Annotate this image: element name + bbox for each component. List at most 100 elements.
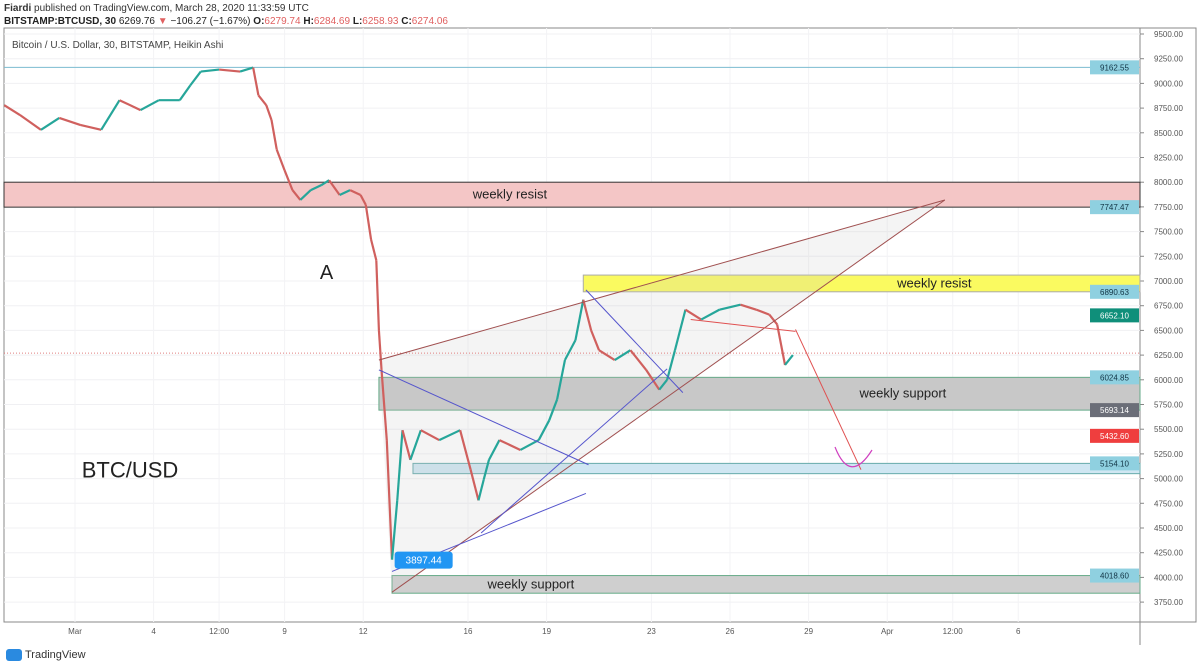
y-tick-label: 6500.00 bbox=[1154, 326, 1183, 335]
y-tick-label: 9250.00 bbox=[1154, 55, 1183, 64]
price-segment bbox=[396, 430, 404, 501]
y-tick-label: 6250.00 bbox=[1154, 351, 1183, 360]
price-segment bbox=[19, 114, 42, 131]
annotation-text: BTC/USD bbox=[82, 458, 179, 483]
author: Fiardi bbox=[4, 3, 32, 14]
price-segment bbox=[58, 116, 81, 126]
zone-label: weekly support bbox=[859, 386, 947, 401]
price-segment bbox=[459, 429, 472, 470]
y-tick-label: 5250.00 bbox=[1154, 450, 1183, 459]
price-segment bbox=[598, 349, 616, 361]
price-segment bbox=[519, 439, 540, 451]
last-price: 6269.76 bbox=[118, 16, 155, 27]
price-change: −106.27 (−1.67%) bbox=[170, 16, 251, 27]
price-segment bbox=[438, 429, 461, 442]
trendline bbox=[690, 319, 796, 332]
price-segment bbox=[719, 303, 741, 311]
plot-frame bbox=[3, 27, 1197, 623]
price-axis-badge bbox=[1090, 568, 1139, 583]
tradingview-logo-icon bbox=[6, 649, 22, 661]
brand: TradingView bbox=[25, 649, 86, 661]
price-segment bbox=[645, 369, 661, 391]
price-segment bbox=[349, 189, 362, 197]
price-axis-badge-label: 5432.60 bbox=[1100, 432, 1129, 441]
price-axis-badge bbox=[1090, 370, 1139, 385]
price-segment bbox=[469, 469, 480, 501]
price-axis-badge-label: 7747.47 bbox=[1100, 203, 1129, 212]
price-segment bbox=[658, 379, 668, 391]
y-tick-label: 9500.00 bbox=[1154, 30, 1183, 39]
trendline bbox=[378, 369, 589, 466]
trendline bbox=[795, 329, 862, 470]
price-segment bbox=[498, 439, 521, 451]
price-segment bbox=[3, 104, 21, 116]
x-tick-label: 16 bbox=[464, 627, 473, 636]
price-axis-badge bbox=[1090, 308, 1139, 323]
y-tick-label: 8500.00 bbox=[1154, 129, 1183, 138]
price-segment bbox=[487, 439, 501, 461]
y-tick-label: 7250.00 bbox=[1154, 252, 1183, 261]
price-segment bbox=[257, 94, 268, 106]
x-tick-label: Apr bbox=[881, 627, 894, 636]
y-tick-label: 4750.00 bbox=[1154, 499, 1183, 508]
zone bbox=[378, 376, 1141, 411]
price-segment bbox=[377, 330, 383, 370]
price-segment bbox=[369, 239, 378, 261]
price-segment bbox=[200, 68, 220, 73]
y-tick-label: 6000.00 bbox=[1154, 376, 1183, 385]
price-segment bbox=[364, 204, 373, 240]
y-tick-label: 7750.00 bbox=[1154, 203, 1183, 212]
price-segment bbox=[320, 179, 330, 187]
footer: TradingView bbox=[6, 649, 86, 661]
y-tick-label: 5500.00 bbox=[1154, 425, 1183, 434]
price-segment bbox=[385, 440, 394, 560]
price-segment bbox=[784, 354, 794, 366]
price-segment bbox=[380, 369, 388, 441]
price-segment bbox=[477, 479, 485, 501]
price-segment bbox=[239, 66, 254, 73]
x-tick-label: Mar bbox=[68, 627, 82, 636]
price-segment bbox=[629, 349, 648, 371]
zone-label: weekly resist bbox=[472, 187, 548, 202]
zone bbox=[412, 462, 1141, 475]
price-segment bbox=[189, 70, 202, 87]
price-segment bbox=[614, 349, 632, 361]
x-tick-label: 12:00 bbox=[943, 627, 964, 636]
price-segment bbox=[339, 189, 351, 197]
price-axis-badge-label: 5693.14 bbox=[1100, 406, 1129, 415]
trendline bbox=[391, 199, 946, 593]
x-tick-label: 26 bbox=[726, 627, 735, 636]
zone-label: weekly resist bbox=[896, 275, 972, 290]
publish-info: Fiardi published on TradingView.com, Mar… bbox=[4, 3, 309, 14]
low-value: 6258.93 bbox=[362, 16, 399, 27]
price-segment bbox=[299, 189, 312, 201]
price-segment bbox=[768, 313, 779, 326]
x-tick-label: 19 bbox=[542, 627, 551, 636]
y-tick-label: 7000.00 bbox=[1154, 277, 1183, 286]
y-tick-label: 7500.00 bbox=[1154, 228, 1183, 237]
price-segment bbox=[684, 308, 702, 321]
trendline bbox=[378, 199, 945, 361]
price-segment bbox=[582, 299, 593, 331]
open-label: O: bbox=[253, 16, 265, 27]
price-segment bbox=[700, 308, 721, 321]
price-chart[interactable]: 9500.00 9250.00 9000.00 8750.00 8500.00 8250.… bbox=[0, 0, 1200, 645]
price-segment bbox=[119, 99, 141, 112]
price-segment bbox=[548, 399, 559, 421]
zone bbox=[582, 274, 1141, 293]
projection-curve bbox=[834, 446, 873, 468]
low-label: L: bbox=[352, 16, 363, 27]
open-value: 6279.74 bbox=[264, 16, 301, 27]
trendline bbox=[585, 289, 684, 393]
price-axis-badge-label: 6024.85 bbox=[1100, 373, 1129, 382]
y-tick-label: 8250.00 bbox=[1154, 154, 1183, 163]
price-segment bbox=[270, 119, 278, 150]
price-segment bbox=[482, 459, 491, 480]
price-segment bbox=[100, 99, 121, 131]
price-axis-badge bbox=[1090, 284, 1139, 299]
y-tick-label: 3750.00 bbox=[1154, 598, 1183, 607]
price-axis-badge-label: 6652.10 bbox=[1100, 311, 1129, 320]
trendline bbox=[480, 368, 668, 534]
price-segment bbox=[291, 189, 302, 201]
price-axis-badge-label: 9162.55 bbox=[1100, 63, 1129, 72]
